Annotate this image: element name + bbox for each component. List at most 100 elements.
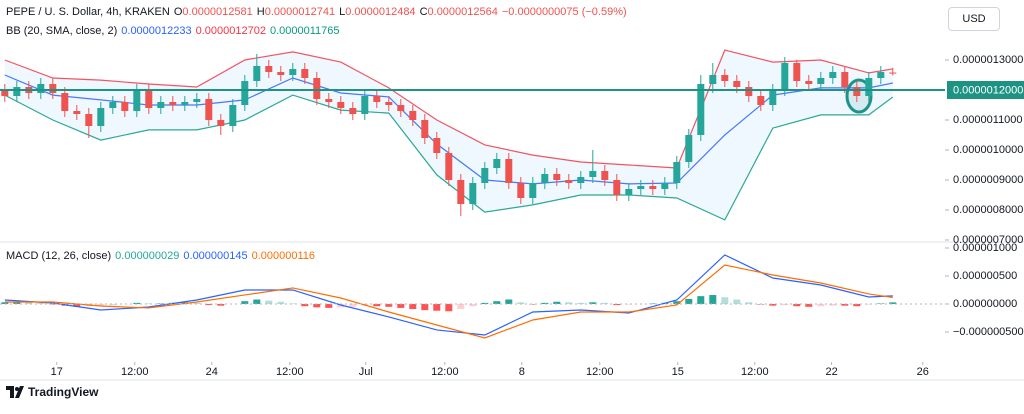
macd-histogram-bar [373, 303, 381, 307]
macd-histogram-bar [613, 303, 621, 306]
y-tick-label: 0.0000008000 [953, 204, 1023, 216]
macd-histogram-bar [25, 302, 33, 304]
macd-value: 0.000000145 [183, 250, 248, 262]
macd-histogram-bar [409, 303, 417, 310]
x-tick-label: 24 [206, 366, 218, 378]
macd-histogram-bar [853, 303, 861, 307]
macd-histogram-bar [529, 303, 537, 305]
macd-histogram-bar [481, 302, 489, 304]
candle-body [637, 186, 645, 189]
macd-histogram-bar [457, 303, 465, 310]
macd-histogram-bar [13, 301, 21, 304]
macd-line [4, 264, 893, 339]
macd-histogram-bar [313, 303, 321, 308]
macd-histogram-bar [193, 302, 201, 304]
y-tick-label: 0.000001000 [953, 242, 1017, 254]
macd-histogram-bar [73, 303, 81, 307]
candle-body [37, 84, 45, 93]
y-tick-label: 0.0000009000 [953, 174, 1023, 186]
ohlc-field: H [256, 6, 265, 18]
x-tick-label: 8 [519, 366, 525, 378]
candle-body [625, 189, 633, 195]
candle-body [577, 177, 585, 183]
macd-histogram-bar [445, 303, 453, 312]
macd-histogram-bar [241, 301, 249, 304]
macd-histogram-bar [301, 303, 309, 307]
macd-histogram-bar [733, 299, 741, 304]
candle-body [457, 180, 465, 204]
macd-histogram-bar [589, 302, 597, 304]
macd-histogram-bar [397, 303, 405, 308]
symbol-title: PEPE / U. S. Dollar, 4h, KRAKEN [6, 6, 170, 18]
candle-body [877, 72, 885, 78]
bb-legend: BB (20, SMA, close, 2) 0.0000012233 0.0000… [6, 25, 344, 37]
bb-line [4, 74, 893, 185]
macd-histogram-bar [625, 303, 633, 305]
candle-body [661, 183, 669, 189]
candle-body [325, 99, 333, 102]
candle-body [745, 87, 753, 96]
currency-button[interactable]: USD [948, 7, 1000, 31]
macd-histogram-bar [109, 303, 117, 306]
macd-histogram-bar [781, 303, 789, 306]
candle-body [781, 63, 789, 90]
macd-histogram-bar [541, 302, 549, 304]
ohlc-field: O [173, 6, 183, 18]
price-change: −0.0000000075 (−0.59%) [501, 6, 627, 18]
candle-body [673, 162, 681, 183]
macd-histogram-bar [685, 298, 693, 304]
macd-histogram-bar [517, 302, 525, 304]
macd-histogram-bar [421, 303, 429, 311]
macd-histogram-bar [505, 299, 513, 304]
candle-body [205, 99, 213, 120]
macd-histogram-bar [769, 303, 777, 306]
macd-histogram-bar [601, 302, 609, 304]
candle-body [601, 171, 609, 180]
bb-line [4, 49, 893, 169]
candle-body [553, 174, 561, 180]
candle-body [865, 78, 873, 96]
macd-histogram-bar [889, 302, 897, 304]
candle-body [301, 69, 309, 78]
macd-histogram-bar [469, 303, 477, 307]
candle-body [289, 69, 297, 75]
candle-body [697, 84, 705, 135]
candle-body [829, 72, 837, 78]
candle-body [121, 102, 129, 111]
ohlc-value: 0.0000012484 [345, 6, 416, 18]
candle-body [409, 111, 417, 120]
macd-histogram-bar [385, 303, 393, 307]
macd-histogram-bar [49, 303, 57, 305]
candle-body [469, 183, 477, 204]
candle-body [805, 81, 813, 84]
macd-histogram-bar [289, 303, 297, 304]
macd-histogram-bar [817, 303, 825, 307]
y-tick-label: −0.000000500 [953, 326, 1024, 338]
candle-body [505, 159, 513, 183]
macd-line [4, 254, 893, 336]
macd-histogram-bar [805, 303, 813, 307]
macd-histogram-bar [37, 302, 45, 304]
x-tick-label: Jul [359, 366, 373, 378]
macd-histogram-bar [577, 302, 585, 304]
macd-histogram-bar [493, 301, 501, 304]
macd-histogram-bar [97, 303, 105, 306]
candle-body [73, 111, 81, 114]
candle-body [685, 135, 693, 162]
brand: TradingView [6, 385, 98, 399]
candle-body [709, 75, 717, 84]
candle-body [277, 72, 285, 75]
macd-histogram-bar [217, 303, 225, 306]
candle-body [385, 102, 393, 105]
macd-histogram-bar [865, 303, 873, 305]
candle-body [253, 66, 261, 81]
candle-body [397, 105, 405, 111]
candle-body [529, 183, 537, 198]
candle-body [145, 90, 153, 108]
candle-body [793, 63, 801, 81]
macd-histogram-bar [349, 303, 357, 307]
macd-histogram-bar [253, 299, 261, 304]
macd-histogram-bar [337, 303, 345, 308]
